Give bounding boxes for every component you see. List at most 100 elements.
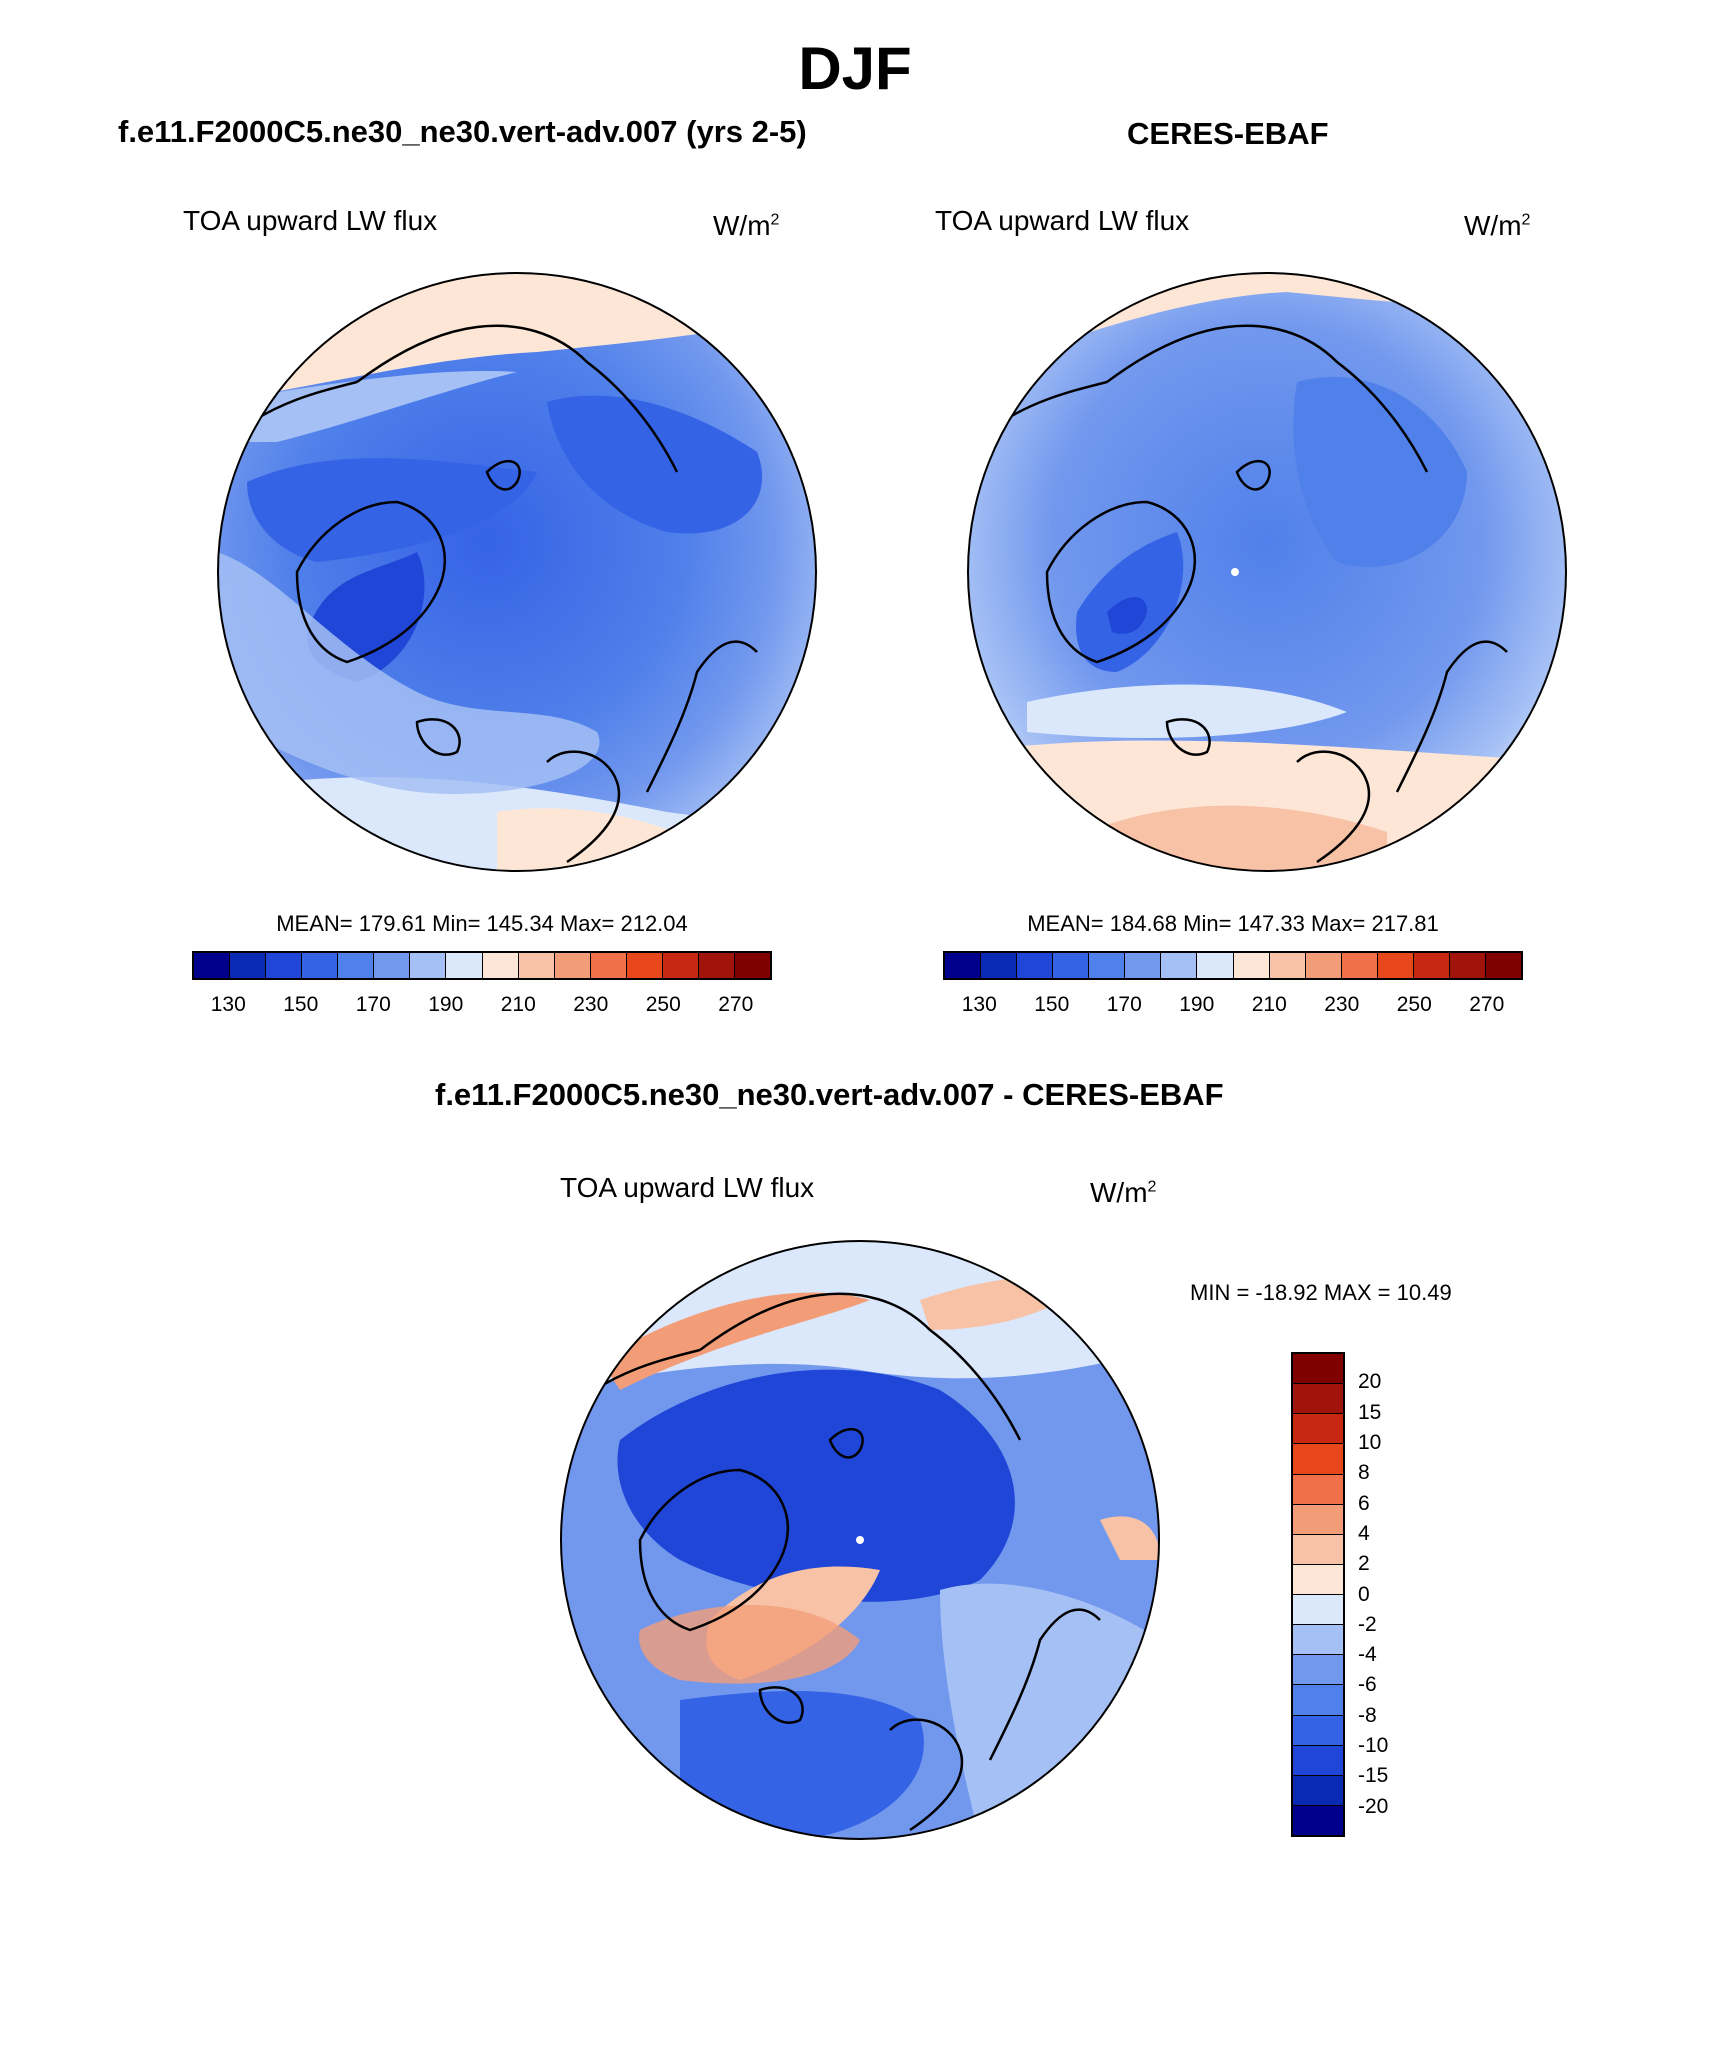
colorbar-tick-label: 150	[1034, 993, 1070, 1016]
panel-2-pole-marker	[1231, 568, 1239, 576]
colorbar-tick-label: 190	[428, 993, 464, 1016]
colorbar-swatch	[1293, 1354, 1343, 1385]
colorbar-tick-label: 210	[500, 993, 536, 1016]
colorbar-swatch	[981, 953, 1018, 978]
panel-1-pacific-band	[218, 371, 517, 442]
colorbar-swatch	[1485, 953, 1521, 978]
diff-panel-siberia-positive	[1100, 1516, 1159, 1560]
colorbar-swatch	[1293, 1384, 1343, 1415]
colorbar-tick-label: 2	[1358, 1552, 1370, 1576]
diff-panel-stats: MIN = -18.92 MAX = 10.49	[1190, 1280, 1452, 1305]
colorbar-swatch	[554, 953, 591, 978]
diff-panel-atlantic-negative	[680, 1691, 924, 1839]
colorbar-tick-label: 250	[645, 993, 681, 1016]
panel-1-stats: MEAN= 179.61 Min= 145.34 Max= 212.04	[276, 911, 688, 936]
colorbar-swatch	[446, 953, 483, 978]
panel-1-arctic-low	[247, 458, 537, 562]
colorbar-swatch	[734, 953, 770, 978]
diff-panel-variable-label: TOA upward LW flux	[560, 1172, 815, 1203]
colorbar-swatch	[1053, 953, 1090, 978]
panel-2-siberia-low	[1293, 376, 1467, 568]
colorbar-tick-label: -10	[1358, 1734, 1389, 1758]
colorbar-tick-label: 230	[573, 993, 609, 1016]
colorbar-tick-label: 170	[355, 993, 391, 1016]
colorbar-tick-label: 270	[1469, 993, 1505, 1016]
colorbar-swatch	[518, 953, 555, 978]
diff-panel-europe-field	[940, 1583, 1159, 1839]
colorbar-swatch	[1293, 1564, 1343, 1595]
colorbar-tick-label: -8	[1358, 1703, 1377, 1727]
colorbar-swatch	[1293, 1805, 1343, 1835]
colorbar-swatch	[662, 953, 699, 978]
colorbar-swatch	[338, 953, 375, 978]
colorbar-swatch	[698, 953, 735, 978]
colorbar-swatch	[1293, 1534, 1343, 1565]
colorbar-swatch	[1197, 953, 1234, 978]
colorbar-tick-label: 250	[1396, 993, 1432, 1016]
panel-2-north-atlantic-field	[1027, 684, 1347, 738]
colorbar-swatch	[945, 953, 982, 978]
colorbar-swatch	[1125, 953, 1162, 978]
colorbar-swatch	[1293, 1685, 1343, 1716]
figure-title: DJF	[798, 35, 912, 102]
colorbar-swatch	[1293, 1474, 1343, 1505]
colorbar-swatch	[1161, 953, 1198, 978]
colorbar-swatch	[1293, 1625, 1343, 1656]
colorbar-swatch	[1293, 1444, 1343, 1475]
colorbar-tick-label: -6	[1358, 1673, 1377, 1697]
colorbar-swatch	[1449, 953, 1486, 978]
colorbar-tick-label: 8	[1358, 1461, 1370, 1485]
colorbar-swatch	[1377, 953, 1414, 978]
colorbar-swatch	[1293, 1775, 1343, 1806]
colorbar-swatch	[1293, 1715, 1343, 1746]
colorbar-tick-label: 190	[1179, 993, 1215, 1016]
panel-1-map-border	[217, 272, 817, 872]
diff-panel-asia-positive	[600, 1292, 870, 1390]
colorbar-tick-label: 150	[283, 993, 319, 1016]
colorbar-tick-label: 170	[1106, 993, 1142, 1016]
colorbar-tick-label: 6	[1358, 1491, 1370, 1515]
colorbar-swatch	[1293, 1595, 1343, 1626]
colorbar-tick-label: 230	[1324, 993, 1360, 1016]
colorbar-tick-label: 0	[1358, 1582, 1370, 1606]
colorbar-swatch	[626, 953, 663, 978]
panel-2-coastlines	[986, 324, 1508, 864]
colorbar-tick-label: 10	[1358, 1430, 1382, 1454]
panel-1-coastlines	[236, 324, 758, 864]
colorbar-swatch	[482, 953, 519, 978]
colorbar-swatch	[1269, 953, 1306, 978]
colorbar-tick-label: 270	[718, 993, 754, 1016]
colorbar-swatch	[194, 953, 231, 978]
panel-1-subtitle: f.e11.F2000C5.ne30_ne30.vert-adv.007 (yr…	[118, 114, 807, 149]
diff-panel-units: W/m2	[1090, 1177, 1157, 1208]
colorbar-swatch	[1293, 1745, 1343, 1776]
panel-2-polar-map	[967, 272, 1567, 872]
colorbar-swatch	[1413, 953, 1450, 978]
colorbar-tick-label: 4	[1358, 1521, 1370, 1545]
panel-1-north-atlantic-field	[218, 552, 600, 794]
colorbar-swatch	[1017, 953, 1054, 978]
colorbar-tick-label: -2	[1358, 1612, 1377, 1636]
panel-2-variable-label: TOA upward LW flux	[935, 205, 1190, 236]
colorbar-swatch	[1305, 953, 1342, 978]
colorbar-tick-label: 130	[961, 993, 997, 1016]
colorbar-swatch	[1293, 1504, 1343, 1535]
colorbar-tick-label: 20	[1358, 1370, 1382, 1394]
colorbar-tick-label: -15	[1358, 1764, 1389, 1788]
diff-panel-map-border	[560, 1240, 1160, 1840]
panel-1-units: W/m2	[713, 210, 780, 241]
diff-panel-pole-marker	[856, 1536, 864, 1544]
diff-panel-arctic-negative	[617, 1369, 1015, 1602]
panel-2-greenland-core	[1107, 597, 1147, 634]
colorbar-swatch	[1341, 953, 1378, 978]
panel-2-map-border	[967, 272, 1567, 872]
colorbar-tick-label: 210	[1251, 993, 1287, 1016]
colorbar-swatch	[1293, 1655, 1343, 1686]
diff-panel-polar-map	[560, 1240, 1160, 1840]
panel-2-stats: MEAN= 184.68 Min= 147.33 Max= 217.81	[1027, 911, 1439, 936]
colorbar-swatch	[374, 953, 411, 978]
panel-2-subtitle: CERES-EBAF	[1127, 116, 1329, 151]
colorbar-swatch	[302, 953, 339, 978]
colorbar-swatch	[266, 953, 303, 978]
diff-panel-subtitle: f.e11.F2000C5.ne30_ne30.vert-adv.007 - C…	[435, 1077, 1224, 1112]
